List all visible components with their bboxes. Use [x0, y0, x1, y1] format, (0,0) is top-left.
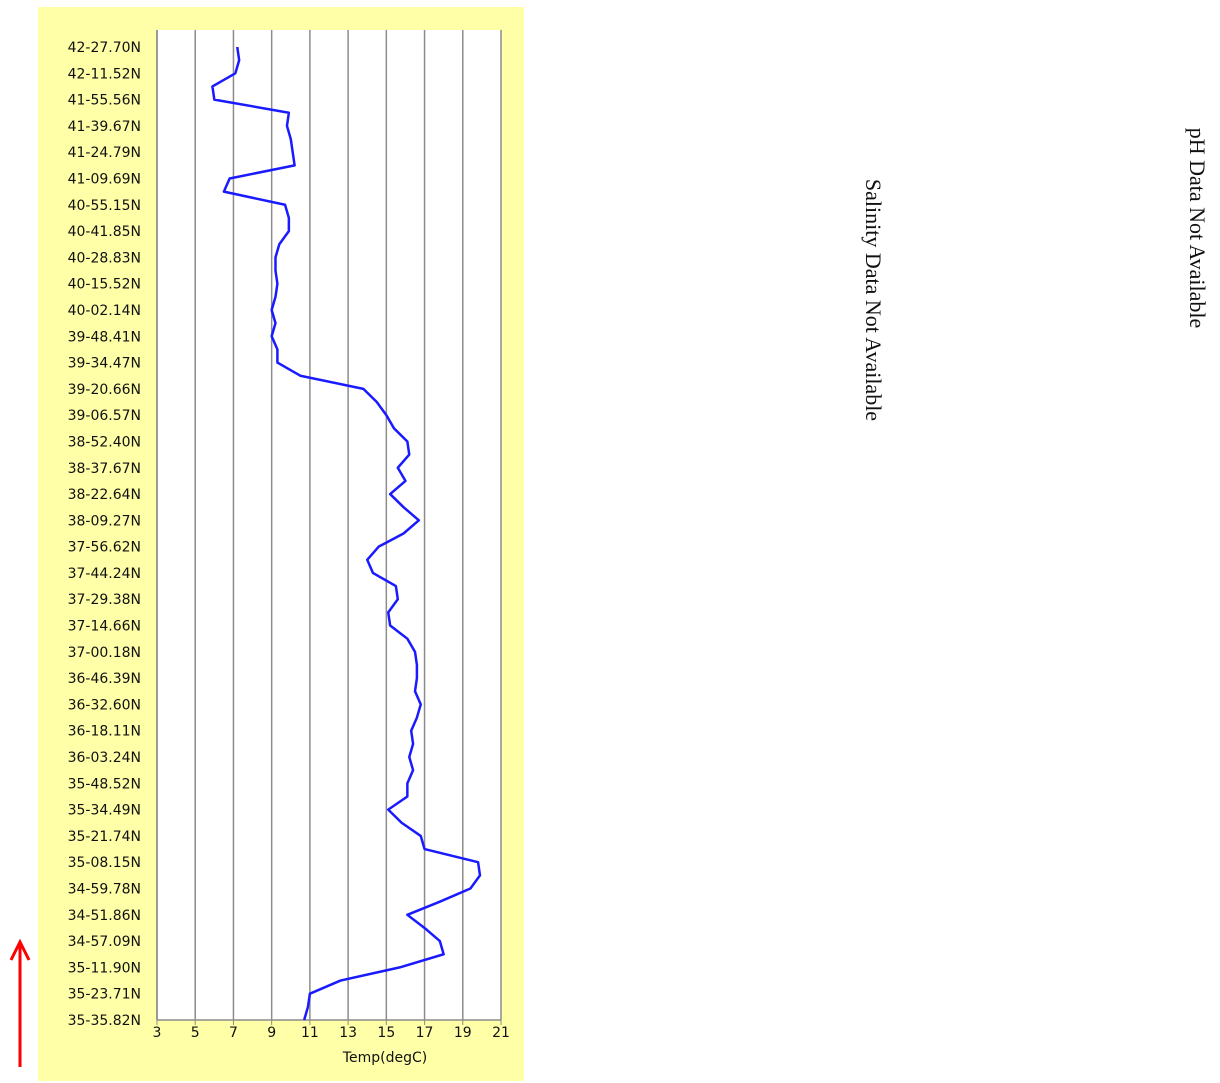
- y-tick-label: 35-21.74N: [68, 829, 141, 845]
- x-tick-label: 7: [229, 1025, 238, 1041]
- temperature-line: [211, 46, 482, 1021]
- x-tick-label: 13: [339, 1025, 357, 1041]
- y-tick-label: 39-48.41N: [68, 329, 141, 345]
- x-tick-label: 15: [377, 1025, 395, 1041]
- y-tick-label: 38-09.27N: [68, 513, 141, 529]
- x-tick-label: 9: [267, 1025, 276, 1041]
- x-tick-label: 5: [191, 1025, 200, 1041]
- y-tick-label: 41-39.67N: [68, 119, 141, 135]
- x-axis-title: Temp(degC): [342, 1050, 427, 1066]
- y-tick-label: 34-59.78N: [68, 882, 141, 898]
- y-tick-label: 38-52.40N: [68, 434, 141, 450]
- y-tick-label: 40-41.85N: [68, 224, 141, 240]
- y-tick-label: 42-27.70N: [68, 40, 141, 56]
- y-tick-label: 35-08.15N: [68, 855, 141, 871]
- y-tick-label: 40-28.83N: [68, 250, 141, 266]
- salinity-note: Salinity Data Not Available: [861, 179, 886, 421]
- y-tick-label: 36-03.24N: [68, 750, 141, 766]
- y-tick-label: 38-22.64N: [68, 487, 141, 503]
- y-tick-label: 35-11.90N: [68, 960, 141, 976]
- x-tick-label: 11: [301, 1025, 319, 1041]
- y-tick-label: 37-14.66N: [68, 619, 141, 635]
- y-tick-label: 36-32.60N: [68, 697, 141, 713]
- y-tick-label: 37-56.62N: [68, 540, 141, 556]
- y-tick-label: 40-15.52N: [68, 277, 141, 293]
- y-tick-label: 40-02.14N: [68, 303, 141, 319]
- x-tick-label: 19: [454, 1025, 472, 1041]
- y-tick-label: 35-23.71N: [68, 987, 141, 1003]
- y-tick-label: 41-55.56N: [68, 93, 141, 109]
- y-tick-label: 37-00.18N: [68, 645, 141, 661]
- y-tick-label: 37-44.24N: [68, 566, 141, 582]
- x-tick-label: 17: [416, 1025, 434, 1041]
- y-tick-label: 40-55.15N: [68, 198, 141, 214]
- y-tick-label: 41-24.79N: [68, 145, 141, 161]
- y-tick-label: 36-18.11N: [68, 724, 141, 740]
- y-tick-label: 36-46.39N: [68, 671, 141, 687]
- y-tick-label: 35-34.49N: [68, 803, 141, 819]
- y-tick-label: 34-51.86N: [68, 908, 141, 924]
- plot-area: [157, 30, 501, 1020]
- y-tick-label: 35-48.52N: [68, 776, 141, 792]
- direction-arrow: [9, 938, 31, 1067]
- y-tick-label: 38-37.67N: [68, 461, 141, 477]
- y-tick-label: 39-06.57N: [68, 408, 141, 424]
- x-tick-label: 21: [492, 1025, 510, 1041]
- y-tick-label: 39-20.66N: [68, 382, 141, 398]
- y-tick-label: 34-57.09N: [68, 934, 141, 950]
- y-tick-label: 37-29.38N: [68, 592, 141, 608]
- ph-note: pH Data Not Available: [1185, 128, 1210, 329]
- y-tick-label: 41-09.69N: [68, 171, 141, 187]
- y-tick-label: 35-35.82N: [68, 1013, 141, 1029]
- y-tick-label: 39-34.47N: [68, 356, 141, 372]
- y-tick-label: 42-11.52N: [68, 66, 141, 82]
- x-tick-label: 3: [153, 1025, 162, 1041]
